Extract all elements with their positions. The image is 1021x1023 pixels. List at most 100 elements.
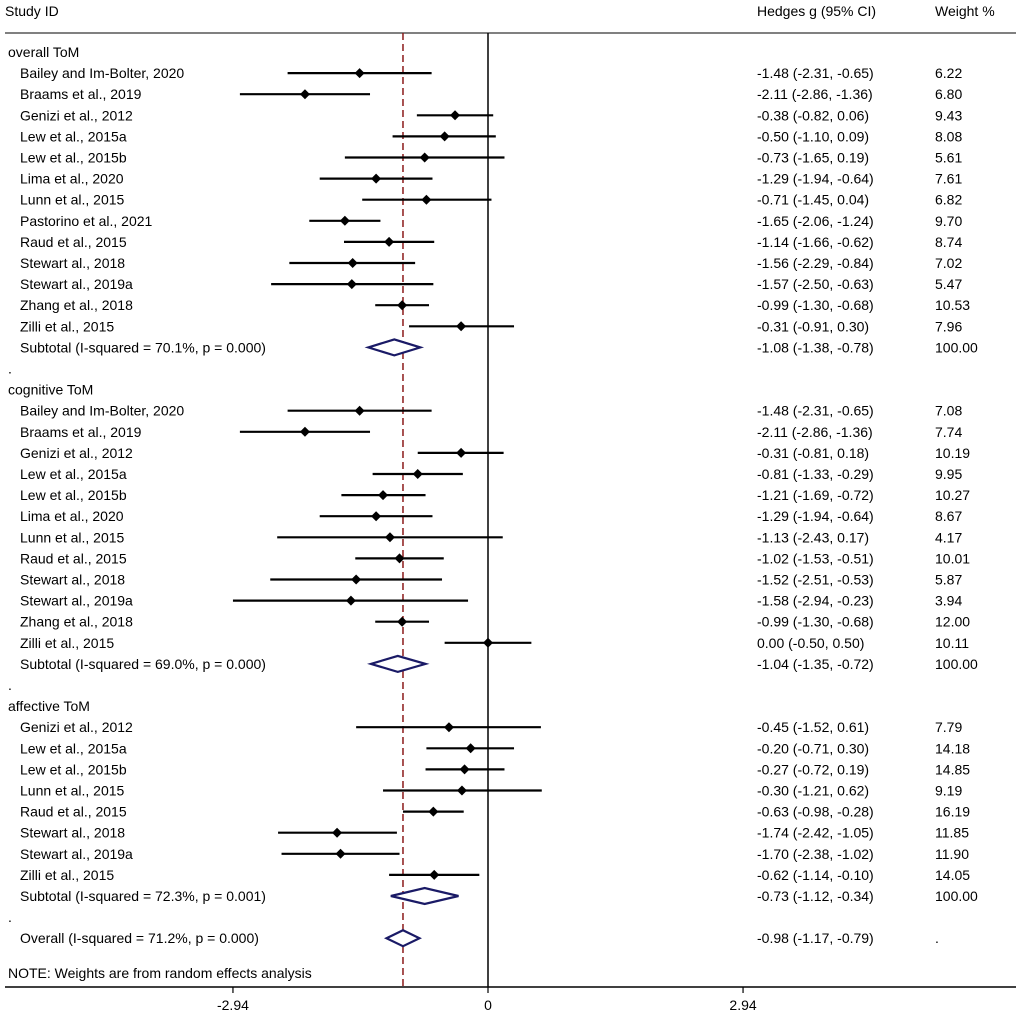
row-label: Bailey and Im-Bolter, 2020 <box>20 65 184 81</box>
row-label: Braams et al., 2019 <box>20 86 142 102</box>
row-label: Stewart al., 2018 <box>20 572 125 588</box>
point-estimate <box>397 616 408 627</box>
row-label: Stewart al., 2018 <box>20 825 125 841</box>
row-label: Lima et al., 2020 <box>20 171 124 187</box>
effect-ci-text: -0.73 (-1.12, -0.34) <box>757 888 874 904</box>
point-estimate <box>345 595 356 606</box>
study-row: Genizi et al., 2012 -0.31 (-0.81, 0.18) 10… <box>20 445 970 461</box>
effect-ci-text: -1.57 (-2.50, -0.63) <box>757 276 874 292</box>
row-label: Raud et al., 2015 <box>20 804 127 820</box>
point-estimate <box>450 110 461 121</box>
effect-ci-text: -0.50 (-1.10, 0.09) <box>757 128 869 144</box>
subgroup-label: cognitive ToM <box>8 382 93 398</box>
row-label: Lew et al., 2015b <box>20 761 127 777</box>
weight-text: 7.02 <box>935 255 962 271</box>
effect-ci-text: -0.62 (-1.14, -0.10) <box>757 867 874 883</box>
row-label: Bailey and Im-Bolter, 2020 <box>20 403 184 419</box>
study-row: Lew et al., 2015a -0.20 (-0.71, 0.30) 14.1… <box>20 740 970 756</box>
point-estimate <box>384 236 395 247</box>
row-label: Raud et al., 2015 <box>20 550 127 566</box>
row-label: Subtotal (I-squared = 69.0%, p = 0.000) <box>20 656 266 672</box>
weight-text: 9.95 <box>935 466 962 482</box>
effect-ci-text: -0.20 (-0.71, 0.30) <box>757 740 869 756</box>
point-estimate <box>456 785 467 796</box>
effect-ci-text: -1.70 (-2.38, -1.02) <box>757 846 874 862</box>
effect-ci-text: -1.74 (-2.42, -1.05) <box>757 825 874 841</box>
point-estimate <box>354 68 365 79</box>
effect-ci-text: -1.02 (-1.53, -0.51) <box>757 550 874 566</box>
summary-diamond <box>364 338 425 357</box>
weight-text: 5.47 <box>935 276 962 292</box>
study-row: Stewart al., 2019a -1.70 (-2.38, -1.02) 11… <box>20 846 969 862</box>
study-row: Lew et al., 2015a -0.81 (-1.33, -0.29) 9.9… <box>20 466 962 482</box>
weight-text: 100.00 <box>935 888 978 904</box>
study-row: Braams et al., 2019 -2.11 (-2.86, -1.36) 6… <box>20 86 962 102</box>
study-row: Zilli et al., 2015 0.00 (-0.50, 0.50) 10.1… <box>20 635 969 651</box>
weight-text: 8.08 <box>935 128 962 144</box>
row-label: Stewart al., 2019a <box>20 593 133 609</box>
point-estimate <box>332 827 343 838</box>
row-label: Lunn et al., 2015 <box>20 783 125 799</box>
row-label: Pastorino et al., 2021 <box>20 213 153 229</box>
weight-text: 7.61 <box>935 171 962 187</box>
study-row: Raud et al., 2015 -1.14 (-1.66, -0.62) 8.7… <box>20 234 962 250</box>
weight-text: 10.01 <box>935 550 970 566</box>
row-label: Stewart al., 2018 <box>20 255 125 271</box>
point-estimate <box>351 574 362 585</box>
row-label: Raud et al., 2015 <box>20 234 127 250</box>
weight-text: 7.96 <box>935 318 962 334</box>
effect-ci-text: -1.58 (-2.94, -0.23) <box>757 593 874 609</box>
row-label: Subtotal (I-squared = 70.1%, p = 0.000) <box>20 339 266 355</box>
summary-diamond <box>367 654 430 674</box>
row-label: Lew et al., 2015b <box>20 487 127 503</box>
x-axis-tick-label: -2.94 <box>217 997 249 1013</box>
weight-text: 14.85 <box>935 761 970 777</box>
study-row: Lunn et al., 2015 -1.13 (-2.43, 0.17) 4.17 <box>20 529 962 545</box>
study-row: Stewart al., 2019a -1.57 (-2.50, -0.63) 5.… <box>20 276 962 292</box>
summary-row: Subtotal (I-squared = 70.1%, p = 0.000) -… <box>20 338 978 357</box>
point-estimate <box>428 806 439 817</box>
study-row: Braams et al., 2019 -2.11 (-2.86, -1.36) 7… <box>20 424 962 440</box>
column-headers: Study ID Hedges g (95% CI) Weight % <box>5 3 995 19</box>
subgroup-label: overall ToM <box>8 44 79 60</box>
row-label: Lew et al., 2015b <box>20 150 127 166</box>
study-row: Genizi et al., 2012 -0.45 (-1.52, 0.61) 7.… <box>20 719 962 735</box>
study-row: Lew et al., 2015b -0.73 (-1.65, 0.19) 5.61 <box>20 150 962 166</box>
study-row: Lew et al., 2015a -0.50 (-1.10, 0.09) 8.08 <box>20 128 962 144</box>
study-row: Lunn et al., 2015 -0.30 (-1.21, 0.62) 9.19 <box>20 783 962 799</box>
point-estimate <box>421 194 432 205</box>
x-axis-tick-label: 0 <box>484 997 492 1013</box>
study-row: Zhang et al., 2018 -0.99 (-1.30, -0.68) 10… <box>20 297 970 313</box>
effect-ci-text: -1.48 (-2.31, -0.65) <box>757 403 874 419</box>
point-estimate <box>299 89 310 100</box>
row-label: Zilli et al., 2015 <box>20 635 114 651</box>
effect-ci-text: -1.14 (-1.66, -0.62) <box>757 234 874 250</box>
point-estimate <box>335 848 346 859</box>
point-estimate <box>429 869 440 880</box>
footnote: NOTE: Weights are from random effects an… <box>8 965 312 981</box>
effect-ci-text: -0.98 (-1.17, -0.79) <box>757 930 874 946</box>
study-row: Stewart al., 2019a -1.58 (-2.94, -0.23) 3.… <box>20 593 962 609</box>
effect-ci-text: -0.30 (-1.21, 0.62) <box>757 783 869 799</box>
x-axis: -2.94 0 2.94 <box>5 986 1016 1013</box>
effect-ci-text: -1.52 (-2.51, -0.53) <box>757 572 874 588</box>
header-effect-size: Hedges g (95% CI) <box>757 3 876 19</box>
weight-text: 9.43 <box>935 107 962 123</box>
row-label: Lima et al., 2020 <box>20 508 124 524</box>
weight-text: 10.11 <box>935 635 969 651</box>
effect-ci-text: -2.11 (-2.86, -1.36) <box>757 424 873 440</box>
point-estimate <box>412 469 423 479</box>
effect-ci-text: -0.38 (-0.82, 0.06) <box>757 107 869 123</box>
study-row: Zilli et al., 2015 -0.62 (-1.14, -0.10) 14… <box>20 867 970 883</box>
study-row: Lima et al., 2020 -1.29 (-1.94, -0.64) 7.6… <box>20 171 962 187</box>
weight-text: 5.61 <box>935 150 962 166</box>
weight-text: 10.27 <box>935 487 970 503</box>
study-row: Stewart al., 2018 -1.52 (-2.51, -0.53) 5.8… <box>20 572 962 588</box>
effect-ci-text: -1.29 (-1.94, -0.64) <box>757 508 874 524</box>
weight-text: . <box>935 930 939 946</box>
effect-ci-text: -0.73 (-1.65, 0.19) <box>757 150 869 166</box>
point-estimate <box>419 152 430 163</box>
row-label: . <box>8 909 12 925</box>
spacer-row: . <box>8 677 12 693</box>
